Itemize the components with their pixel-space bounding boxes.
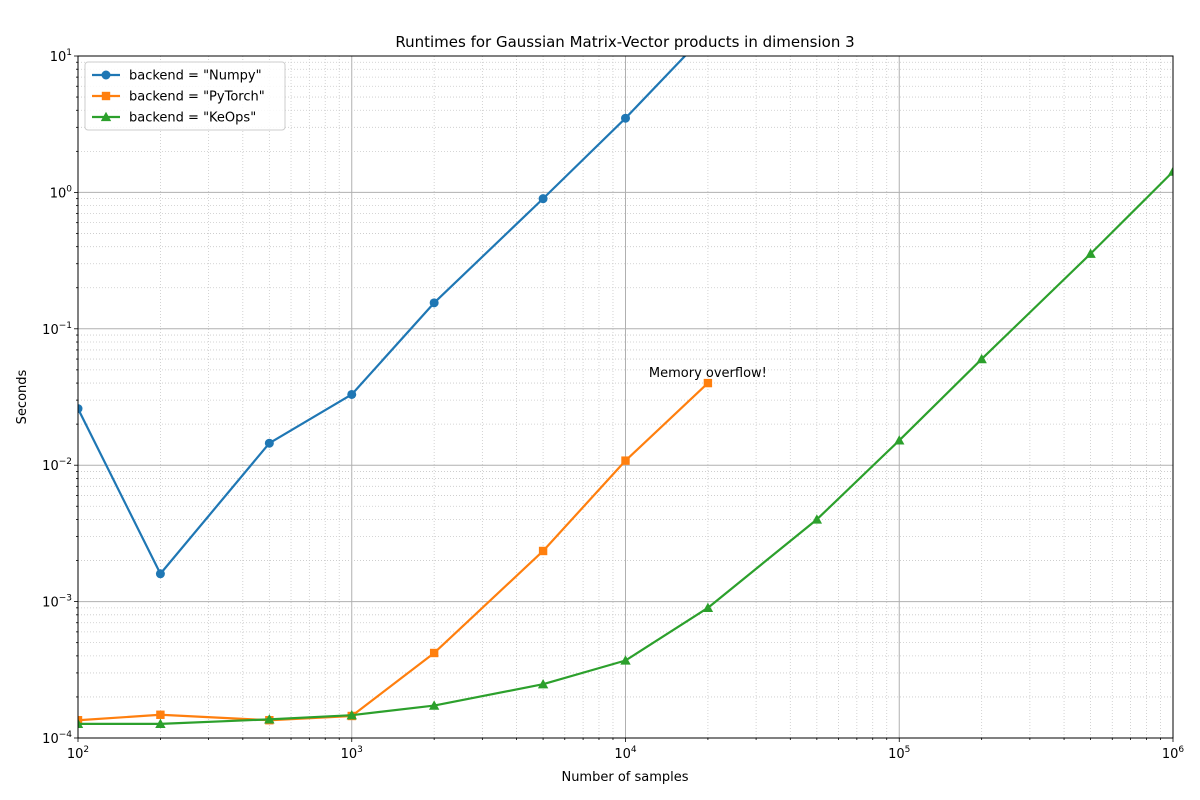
y-tick-label: 10−4 xyxy=(42,730,72,747)
data-point xyxy=(703,378,713,388)
chart-title: Runtimes for Gaussian Matrix-Vector prod… xyxy=(395,33,854,51)
axis-ticks xyxy=(74,55,1174,742)
data-point xyxy=(78,404,83,414)
series-layer xyxy=(78,56,1173,729)
series-line xyxy=(78,56,687,575)
data-point xyxy=(811,514,823,524)
data-point xyxy=(1167,166,1173,176)
data-point xyxy=(264,438,274,448)
y-axis-label: Seconds xyxy=(15,369,30,424)
data-point xyxy=(894,435,905,445)
x-tick-label: 106 xyxy=(1162,745,1185,762)
data-point xyxy=(155,569,165,579)
x-tick-label: 104 xyxy=(614,745,637,762)
series-triangle xyxy=(78,166,1173,729)
data-point xyxy=(347,389,357,399)
data-point xyxy=(621,456,630,465)
legend-box xyxy=(84,61,286,131)
data-point xyxy=(537,678,549,689)
data-point xyxy=(155,718,166,729)
data-point xyxy=(429,648,439,658)
legend-item: backend = "PyTorch" xyxy=(92,90,265,105)
grid-lines xyxy=(77,55,1174,739)
x-tick-label: 103 xyxy=(341,745,363,762)
data-point xyxy=(976,353,987,364)
data-point xyxy=(156,710,165,719)
series-circle xyxy=(78,56,687,579)
y-tick-label: 10−1 xyxy=(42,321,72,338)
series-line xyxy=(78,382,709,722)
data-point xyxy=(702,602,714,613)
x-tick-label: 102 xyxy=(67,745,89,762)
legend: backend = "Numpy" backend = "PyTorch" back… xyxy=(84,61,286,131)
y-tick-label: 101 xyxy=(50,48,72,65)
annotation: Memory overflow! xyxy=(649,366,767,381)
data-point xyxy=(538,194,548,204)
data-point xyxy=(538,546,548,556)
x-tick-label: 105 xyxy=(888,745,910,762)
legend-label: backend = "Numpy" xyxy=(129,69,262,84)
legend-item: backend = "KeOps" xyxy=(92,111,256,126)
x-axis-label: Number of samples xyxy=(561,770,688,785)
legend-label: backend = "PyTorch" xyxy=(129,90,265,105)
data-point xyxy=(346,709,357,720)
data-point xyxy=(428,700,440,710)
legend-marker xyxy=(101,91,111,101)
data-point xyxy=(429,298,439,308)
legend-item: backend = "Numpy" xyxy=(92,69,262,84)
legend-marker xyxy=(101,70,111,80)
data-point xyxy=(620,655,631,665)
data-point xyxy=(264,714,275,724)
data-point xyxy=(1085,248,1096,258)
data-point xyxy=(621,113,630,123)
data-point xyxy=(78,716,83,725)
y-tick-label: 10−3 xyxy=(42,594,72,611)
annotation-layer: Memory overflow! xyxy=(649,366,767,381)
y-tick-label: 100 xyxy=(50,184,73,201)
legend-marker xyxy=(100,111,112,122)
y-tick-label: 10−2 xyxy=(42,457,72,474)
legend-label: backend = "KeOps" xyxy=(129,111,256,126)
data-point xyxy=(78,718,84,729)
